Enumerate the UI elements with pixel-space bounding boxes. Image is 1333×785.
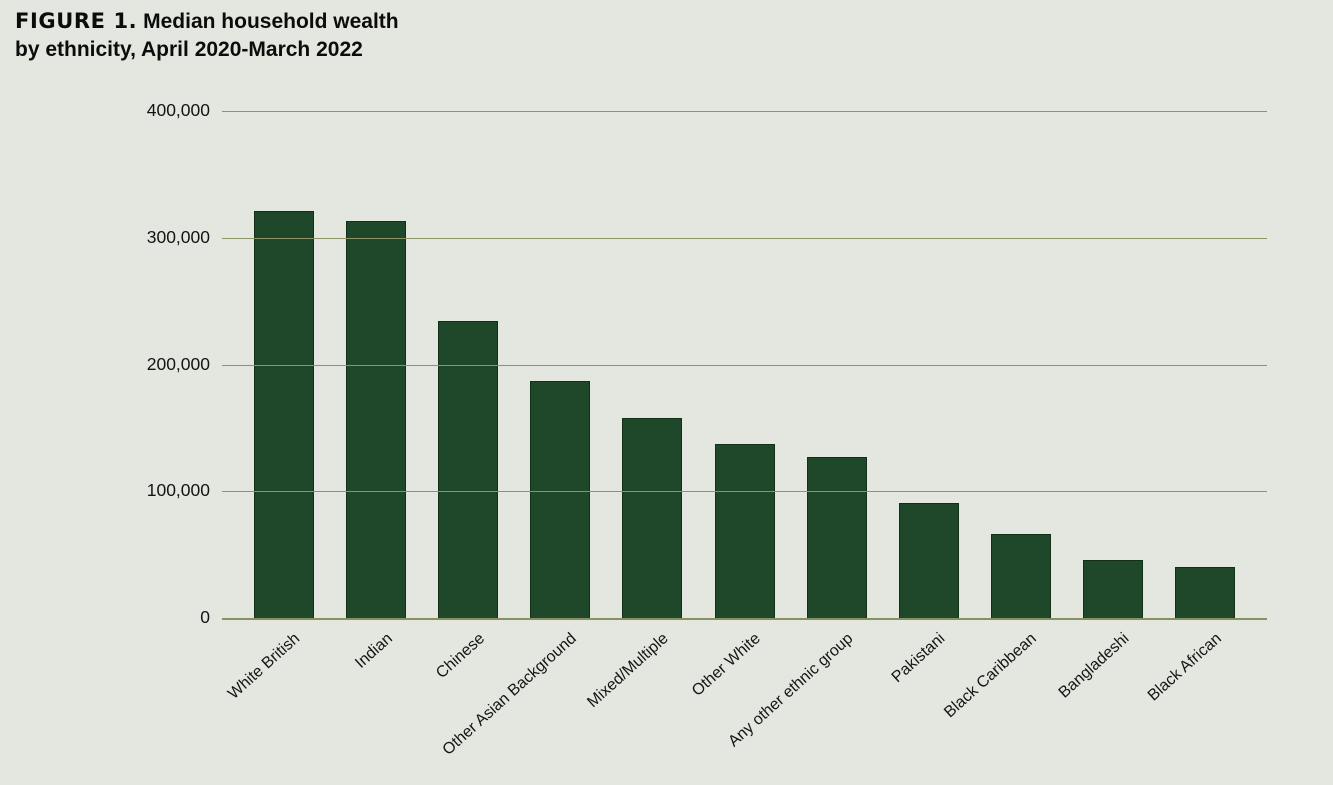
gridline <box>222 364 1267 366</box>
bar <box>530 380 591 618</box>
bar-slot: Mixed/Multiple <box>584 111 698 711</box>
x-axis-label: White British <box>225 630 304 703</box>
figure-number-label: FIGURE 1. <box>15 9 138 33</box>
gridline <box>222 237 1267 239</box>
bar-slot: Bangladeshi <box>1055 111 1159 702</box>
figure-title-line2: by ethnicity, April 2020-March 2022 <box>15 37 363 61</box>
gridline <box>222 111 1267 112</box>
bar-slot: Black African <box>1144 111 1251 705</box>
bar <box>1082 559 1143 618</box>
bars-container: White British Indian Chinese Other Asian Ba… <box>225 111 1251 759</box>
x-axis-label: Pakistani <box>888 630 949 687</box>
bar-slot: Other White <box>689 111 790 700</box>
x-axis-label: Bangladeshi <box>1055 630 1133 702</box>
bar <box>438 321 499 618</box>
bar-slot: Other Asian Background <box>439 111 606 759</box>
y-tick-label: 400,000 <box>146 100 210 121</box>
bar <box>990 534 1051 618</box>
bar-slot: Pakistani <box>883 111 975 686</box>
gridline <box>222 491 1267 493</box>
bar-slot: Black Caribbean <box>942 111 1067 721</box>
x-axis-label: Black African <box>1144 630 1225 705</box>
bar <box>1174 567 1235 618</box>
bar-slot: Indian <box>330 111 422 672</box>
x-axis-label: Indian <box>351 630 396 672</box>
bar <box>346 221 407 618</box>
bar <box>898 502 959 618</box>
bar-slot: White British <box>225 111 330 703</box>
y-tick-label: 300,000 <box>146 226 210 247</box>
bar <box>806 457 867 618</box>
x-axis-label: Chinese <box>432 630 488 682</box>
figure-title: FIGURE 1. Median household wealth by eth… <box>15 8 399 63</box>
x-axis-label: Other White <box>689 630 764 700</box>
bar-chart-plot-area: White British Indian Chinese Other Asian Ba… <box>147 100 1267 759</box>
figure-title-line1: Median household wealth <box>143 10 399 33</box>
y-tick-label: 200,000 <box>146 353 210 374</box>
x-axis-line <box>222 618 1267 620</box>
y-tick-label: 0 <box>200 607 210 628</box>
bar <box>714 444 775 618</box>
bar <box>254 211 315 618</box>
y-tick-label: 100,000 <box>146 480 210 501</box>
bar-slot: Any other ethnic group <box>725 111 883 750</box>
bar <box>622 417 683 618</box>
bar-slot: Chinese <box>422 111 514 682</box>
x-axis-label: Mixed/Multiple <box>584 630 672 712</box>
x-axis-label: Black Caribbean <box>941 630 1041 722</box>
